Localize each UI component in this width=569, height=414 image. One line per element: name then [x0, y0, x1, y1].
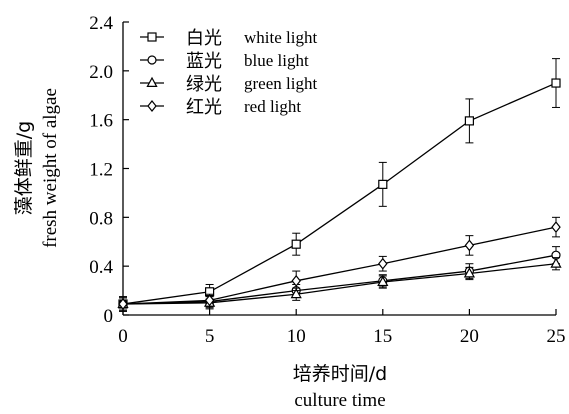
- data-point: [551, 221, 561, 234]
- y-axis-label-cn: 藻体鲜重/g: [13, 121, 35, 215]
- x-axis-label-cn: 培养时间/d: [293, 363, 387, 385]
- legend-marker: [146, 76, 158, 88]
- series-square: [118, 58, 561, 312]
- series-line: [122, 254, 557, 305]
- x-axis-label-en: culture time: [294, 390, 385, 411]
- data-point: [290, 287, 302, 299]
- x-tick-label: 20: [460, 326, 479, 347]
- data-point: [291, 274, 301, 287]
- data-point: [464, 239, 475, 252]
- legend: 白光 white light 蓝光 blue light 绿光 green light 红光…: [140, 28, 317, 118]
- legend-entry: 蓝光 blue light: [140, 51, 309, 72]
- legend-label-en: white light: [244, 28, 317, 47]
- x-tick-label: 25: [547, 326, 566, 347]
- y-tick-label: 0.8: [89, 208, 113, 229]
- data-point: [118, 298, 128, 310]
- series-circle: [118, 246, 561, 311]
- series-diamond: [118, 216, 561, 312]
- series-line: [122, 82, 557, 305]
- data-point: [377, 275, 389, 287]
- legend-label-en: green light: [244, 74, 317, 93]
- y-tick-label: 0: [104, 306, 114, 327]
- legend-label-cn: 红光: [186, 97, 222, 118]
- y-tick-label: 1.2: [89, 160, 113, 181]
- y-tick-label: 2.0: [89, 62, 113, 83]
- legend-entry: 绿光 green light: [140, 74, 317, 95]
- legend-label-en: red light: [244, 97, 301, 116]
- data-point: [464, 116, 474, 126]
- series-line: [122, 226, 557, 305]
- y-axis-label-en: fresh weight of algae: [40, 88, 61, 248]
- series-layer: [117, 58, 562, 312]
- legend-label-cn: 白光: [186, 28, 222, 49]
- legend-marker: [147, 32, 157, 42]
- series-line: [122, 263, 557, 305]
- legend-entry: 白光 white light: [140, 28, 317, 49]
- data-point: [463, 267, 476, 278]
- ticks: 0 5 10 15 20 25 0 0.4 0.8 1.2 1.6 2.0 2.4: [89, 13, 565, 347]
- data-point: [378, 257, 388, 270]
- data-point: [378, 179, 388, 189]
- y-tick-label: 2.4: [89, 13, 113, 34]
- x-tick-label: 15: [373, 326, 392, 347]
- legend-label-cn: 蓝光: [186, 51, 222, 72]
- y-tick-label: 0.4: [89, 257, 113, 278]
- y-tick-label: 1.6: [89, 111, 113, 132]
- x-tick-label: 10: [287, 326, 306, 347]
- legend-label-cn: 绿光: [186, 74, 222, 95]
- data-point: [550, 257, 562, 268]
- x-tick-label: 0: [118, 326, 128, 347]
- legend-marker: [147, 55, 157, 65]
- legend-label-en: blue light: [244, 51, 309, 70]
- x-tick-label: 5: [205, 326, 215, 347]
- legend-entry: 红光 red light: [140, 97, 301, 118]
- data-point: [291, 239, 301, 249]
- legend-marker: [147, 100, 157, 112]
- data-point: [551, 78, 561, 88]
- data-point: [204, 294, 215, 307]
